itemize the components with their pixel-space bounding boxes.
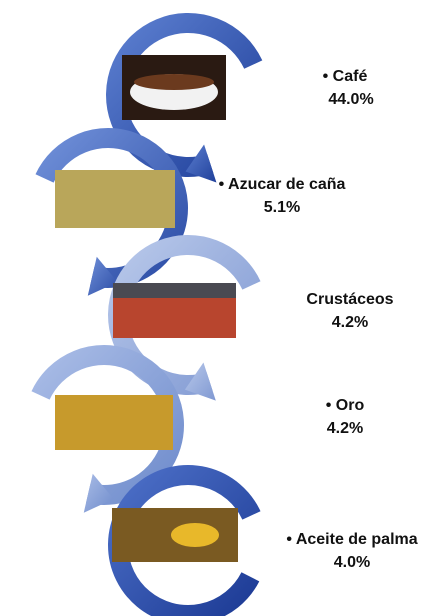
arrow-head xyxy=(83,473,114,513)
labels: • Café 44.0% • Azucar de caña 5.1% Crustáceo… xyxy=(219,68,418,571)
beans xyxy=(134,74,214,90)
gold-photo xyxy=(55,395,173,450)
item-label: • Azucar de caña xyxy=(219,176,346,193)
oil-bowl xyxy=(171,523,219,547)
sugarcane-photo xyxy=(55,170,175,228)
item-label: • Café xyxy=(323,68,368,85)
item-share: 4.0% xyxy=(334,554,370,571)
item-share: 4.2% xyxy=(332,314,368,331)
arrow-head xyxy=(87,256,118,296)
item-label: • Oro xyxy=(326,397,365,414)
market-bg xyxy=(113,283,236,298)
photos xyxy=(55,55,238,562)
arrow-head xyxy=(184,362,216,401)
item-label: • Aceite de palma xyxy=(286,531,417,548)
item-share: 5.1% xyxy=(264,199,300,216)
item-share: 44.0% xyxy=(328,91,373,108)
item-share: 4.2% xyxy=(327,420,363,437)
item-label: Crustáceos xyxy=(306,291,393,308)
arrow-head xyxy=(185,144,217,183)
